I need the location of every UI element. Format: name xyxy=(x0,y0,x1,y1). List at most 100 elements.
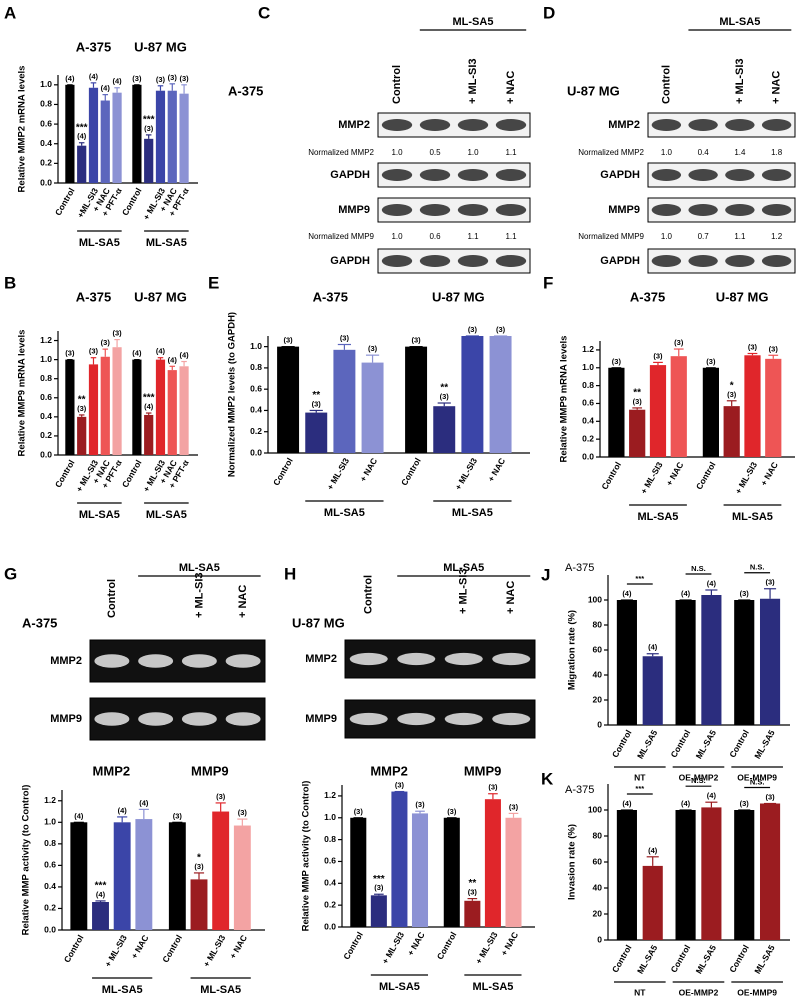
bracket-label: ML-SA5 xyxy=(146,509,187,521)
bracket-label: ML-SA5 xyxy=(146,237,187,249)
band xyxy=(225,654,261,668)
group-title: A-375 xyxy=(76,289,111,304)
n-label: (3) xyxy=(447,807,457,816)
bar xyxy=(616,810,637,940)
band xyxy=(651,255,682,267)
bar xyxy=(155,359,166,455)
n-label: (3) xyxy=(612,357,622,366)
n-label: (4) xyxy=(65,74,75,83)
n-label: (3) xyxy=(368,344,378,353)
bar xyxy=(132,359,142,455)
band xyxy=(725,169,755,181)
normalized-value: 1.0 xyxy=(391,232,403,241)
band xyxy=(761,204,792,216)
y-tick-label: 0.2 xyxy=(250,426,262,436)
bar xyxy=(391,791,408,927)
significance: *** xyxy=(76,122,88,133)
bar xyxy=(765,358,782,457)
row-label: MMP2 xyxy=(305,653,337,665)
normalized-label: Normalized MMP2 xyxy=(578,148,644,157)
bar xyxy=(675,810,696,940)
band xyxy=(419,119,451,131)
bracket-label: ML-SA5 xyxy=(324,507,365,519)
n-label: (3) xyxy=(312,399,322,408)
bar xyxy=(179,366,189,455)
bar xyxy=(629,409,646,457)
normalized-value: 0.6 xyxy=(429,232,441,241)
y-tick-label: 0.8 xyxy=(40,373,52,383)
normalized-value: 0.7 xyxy=(698,232,710,241)
n-label: (4) xyxy=(156,347,166,356)
normalized-value: 1.1 xyxy=(467,232,479,241)
band xyxy=(651,119,682,131)
bracket-label: ML-SA5 xyxy=(732,511,773,523)
bracket-label: ML-SA5 xyxy=(102,984,143,996)
normalized-value: 1.0 xyxy=(391,148,403,157)
row-label: GAPDH xyxy=(330,255,370,267)
y-tick-label: 20 xyxy=(593,908,603,918)
band xyxy=(492,652,531,666)
band xyxy=(495,255,527,267)
n-label: (3) xyxy=(179,74,189,83)
y-tick-label: 0.8 xyxy=(40,99,52,109)
band xyxy=(349,712,388,726)
bar xyxy=(734,600,755,725)
row-label: MMP2 xyxy=(338,119,370,131)
n-label: (3) xyxy=(727,390,737,399)
cell-line-label: U-87 MG xyxy=(292,615,345,630)
bar xyxy=(370,895,387,927)
y-tick-label: 0.4 xyxy=(582,416,594,426)
n-label: (4) xyxy=(112,77,122,86)
row-label: MMP2 xyxy=(50,655,82,667)
bar xyxy=(433,406,456,453)
bar xyxy=(144,138,154,183)
n-label: (3) xyxy=(674,338,684,347)
bar xyxy=(608,367,625,457)
y-tick-label: 1.0 xyxy=(40,354,52,364)
y-tick-label: 0.0 xyxy=(324,921,336,931)
group-title: A-375 xyxy=(76,39,111,54)
band xyxy=(138,712,174,726)
band xyxy=(688,204,718,216)
n-label: (3) xyxy=(633,397,643,406)
y-tick-label: 0.0 xyxy=(40,177,52,187)
comparison-label: N.S. xyxy=(750,563,765,572)
bar xyxy=(759,803,781,940)
bar xyxy=(100,356,110,455)
panel-letter: K xyxy=(541,769,554,788)
cell-line-label: U-87 MG xyxy=(567,83,620,98)
band xyxy=(761,119,792,131)
y-axis-label: Relative MMP2 mRNA levels xyxy=(17,66,28,193)
panel-letter: F xyxy=(543,273,553,292)
y-tick-label: 0.6 xyxy=(44,860,56,870)
bar xyxy=(723,406,740,457)
group-label: OE-MMP9 xyxy=(737,987,777,997)
y-axis-label: Relative MMP activity (to Control) xyxy=(21,785,32,936)
comparison-label: N.S. xyxy=(691,776,706,785)
band xyxy=(651,204,682,216)
y-tick-label: 1.0 xyxy=(44,817,56,827)
group-label: NT xyxy=(634,987,646,997)
band xyxy=(419,255,451,267)
normalized-value: 1.0 xyxy=(467,148,479,157)
y-axis-label: Normalized MMP2 levels (to GAPDH) xyxy=(227,312,238,477)
band xyxy=(181,712,217,726)
band xyxy=(457,204,489,216)
bracket-label: ML-SA5 xyxy=(200,984,241,996)
lane-label: + ML-SI3 xyxy=(734,58,746,104)
group-title: U-87 MG xyxy=(134,289,187,304)
n-label: (3) xyxy=(765,792,775,801)
y-tick-label: 0 xyxy=(597,719,602,729)
n-label: (3) xyxy=(89,347,99,356)
group-title: MMP2 xyxy=(370,763,408,778)
n-label: (3) xyxy=(132,74,142,83)
row-label: GAPDH xyxy=(330,169,370,181)
lane-label: + NAC xyxy=(505,581,517,614)
band xyxy=(444,712,483,726)
significance: ** xyxy=(440,383,448,394)
n-label: (3) xyxy=(706,357,716,366)
bar xyxy=(484,799,501,927)
significance: *** xyxy=(373,874,385,885)
comparison-label: N.S. xyxy=(691,564,706,573)
